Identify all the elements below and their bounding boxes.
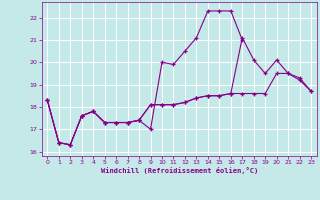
- X-axis label: Windchill (Refroidissement éolien,°C): Windchill (Refroidissement éolien,°C): [100, 167, 258, 174]
